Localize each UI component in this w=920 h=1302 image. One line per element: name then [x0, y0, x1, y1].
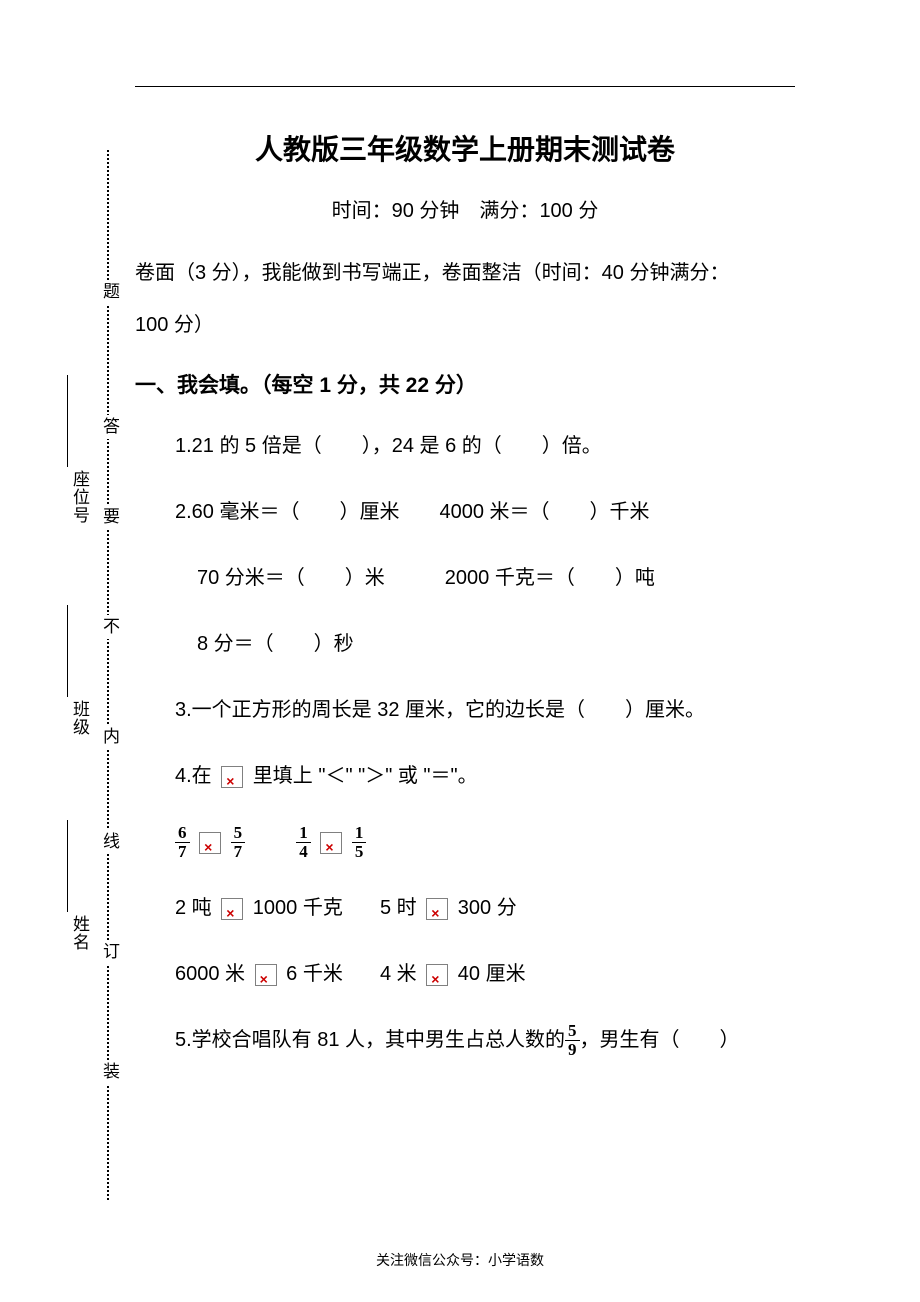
frac-num: 1 — [296, 824, 311, 843]
fraction-5-7: 57 — [231, 824, 246, 861]
question-1: 1.21 的 5 倍是（ ），24 是 6 的（ ）倍。 — [175, 427, 795, 465]
binding-char-nei: 内 — [97, 725, 122, 749]
broken-image-icon — [426, 964, 448, 986]
binding-edge: 题 答 要 不 内 线 订 装 座位号 班级 姓名 — [35, 150, 125, 1200]
frac-den: 9 — [565, 1041, 580, 1059]
binding-label-class: 班级 — [67, 700, 92, 736]
q5-text-b: ，男生有（ ） — [580, 1029, 740, 1051]
question-4: 4.在 里填上 "＜" "＞" 或 "＝"。 67 57 14 15 2 吨 1… — [175, 757, 795, 993]
frac-den: 7 — [231, 843, 246, 861]
frac-num: 1 — [352, 824, 367, 843]
q4-row-1: 67 57 14 15 — [175, 823, 795, 861]
q4-r3-b: 6 千米 — [281, 963, 343, 985]
binding-char-bu: 不 — [97, 615, 122, 639]
q2-line-c: 8 分＝（ ）秒 — [197, 625, 795, 663]
subtitle-time: 90 分钟 — [392, 200, 460, 222]
q4-stem-a: 4.在 — [175, 765, 217, 787]
exam-note: 卷面（3 分），我能做到书写端正，卷面整洁（时间：40 分钟满分： 100 分） — [135, 247, 795, 351]
frac-num: 5 — [565, 1022, 580, 1041]
page-footer: 关注微信公众号：小学语数 — [0, 1250, 920, 1270]
q4-row-2: 2 吨 1000 千克 5 时 300 分 — [175, 889, 795, 927]
broken-image-icon — [255, 964, 277, 986]
binding-char-xian: 线 — [97, 830, 122, 854]
broken-image-icon — [320, 832, 342, 854]
subtitle-score: 100 分 — [539, 200, 598, 222]
fraction-1-4: 14 — [296, 824, 311, 861]
header-rule — [135, 86, 795, 87]
q4-r3-a: 6000 米 — [175, 963, 251, 985]
q4-stem: 4.在 里填上 "＜" "＞" 或 "＝"。 — [175, 757, 795, 795]
binding-label-seat: 座位号 — [67, 470, 92, 524]
binding-class-line — [67, 605, 68, 697]
broken-image-icon — [199, 832, 221, 854]
frac-num: 5 — [231, 824, 246, 843]
binding-seat-line — [67, 375, 68, 467]
binding-name-line — [67, 820, 68, 912]
section-1-heading: 一、我会填。（每空 1 分，共 22 分） — [135, 369, 795, 399]
page-content: 人教版三年级数学上册期末测试卷 时间：90 分钟 满分：100 分 卷面（3 分… — [135, 106, 795, 1087]
frac-den: 5 — [352, 843, 367, 861]
exam-title: 人教版三年级数学上册期末测试卷 — [135, 128, 795, 168]
q5-text-a: 5.学校合唱队有 81 人，其中男生占总人数的 — [175, 1029, 565, 1051]
question-5: 5.学校合唱队有 81 人，其中男生占总人数的59，男生有（ ） — [175, 1021, 795, 1059]
binding-char-zhuang: 装 — [97, 1060, 122, 1084]
note-line-2: 100 分） — [135, 314, 214, 336]
q4-r2-b: 1000 千克 — [247, 897, 343, 919]
broken-image-icon — [221, 766, 243, 788]
subtitle-time-label: 时间： — [332, 200, 392, 222]
binding-char-yao: 要 — [97, 505, 122, 529]
frac-den: 4 — [296, 843, 311, 861]
broken-image-icon — [426, 898, 448, 920]
q4-r2-a: 2 吨 — [175, 897, 217, 919]
binding-char-ti: 题 — [97, 280, 122, 304]
question-3: 3.一个正方形的周长是 32 厘米，它的边长是（ ）厘米。 — [175, 691, 795, 729]
binding-char-da: 答 — [97, 415, 122, 439]
exam-subtitle: 时间：90 分钟 满分：100 分 — [135, 194, 795, 223]
fraction-6-7: 67 — [175, 824, 190, 861]
q2-line-b: 70 分米＝（ ）米 2000 千克＝（ ）吨 — [197, 559, 795, 597]
subtitle-score-label: 满分： — [459, 200, 539, 222]
fraction-1-5: 15 — [352, 824, 367, 861]
q4-row-3: 6000 米 6 千米 4 米 40 厘米 — [175, 955, 795, 993]
q4-r3-d: 40 厘米 — [452, 963, 525, 985]
broken-image-icon — [221, 898, 243, 920]
q4-r2-d: 300 分 — [452, 897, 516, 919]
binding-label-name: 姓名 — [67, 915, 92, 951]
note-line-1: 卷面（3 分），我能做到书写端正，卷面整洁（时间：40 分钟满分： — [135, 262, 729, 284]
q2-line-a: 2.60 毫米＝（ ）厘米 4000 米＝（ ）千米 — [175, 493, 795, 531]
fraction-5-9: 59 — [565, 1022, 580, 1059]
frac-den: 7 — [175, 843, 190, 861]
question-2: 2.60 毫米＝（ ）厘米 4000 米＝（ ）千米 70 分米＝（ ）米 20… — [175, 493, 795, 663]
frac-num: 6 — [175, 824, 190, 843]
q4-stem-b: 里填上 "＜" "＞" 或 "＝"。 — [247, 765, 477, 787]
binding-char-ding: 订 — [97, 940, 122, 964]
q4-r2-c: 5 时 — [380, 897, 422, 919]
binding-dotted-line — [107, 150, 109, 1200]
q4-r3-c: 4 米 — [380, 963, 422, 985]
